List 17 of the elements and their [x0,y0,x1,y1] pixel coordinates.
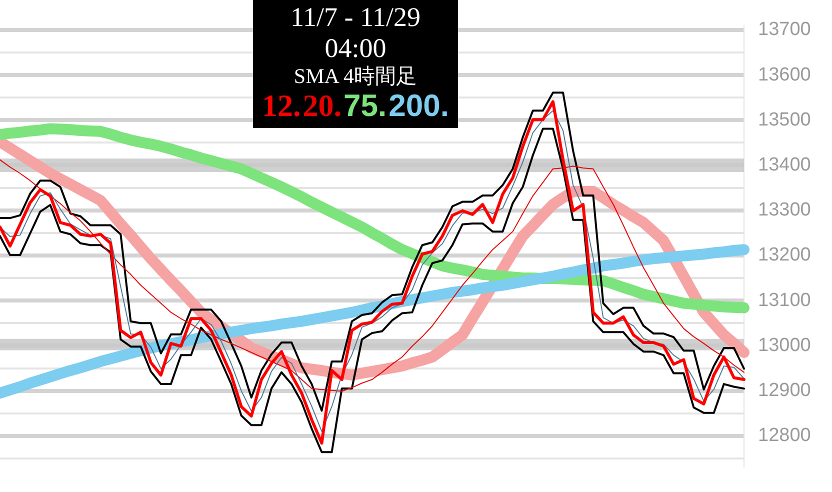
y-tick-label: 13200 [758,244,811,266]
y-tick-label: 13700 [758,19,811,40]
y-tick-label: 13600 [758,64,811,86]
annotation: SMA 4時間足 [292,64,418,88]
y-tick-label: 12800 [758,425,811,446]
text: 20. [302,88,342,124]
text: 75. [344,88,387,124]
y-tick-label: 13300 [758,200,811,221]
y-tick-label: 12900 [758,380,811,402]
text: 200. [388,88,449,124]
text: 12. [262,88,301,124]
y-tick-label: 13500 [758,109,811,130]
y-tick-label: 13400 [758,154,811,176]
chart-subtitle: 04:00 [324,33,388,64]
y-tick-label: 13100 [758,290,811,311]
chart-title: 11/7 - 11/29 [289,2,422,34]
y-tick-label: 13000 [758,334,811,356]
